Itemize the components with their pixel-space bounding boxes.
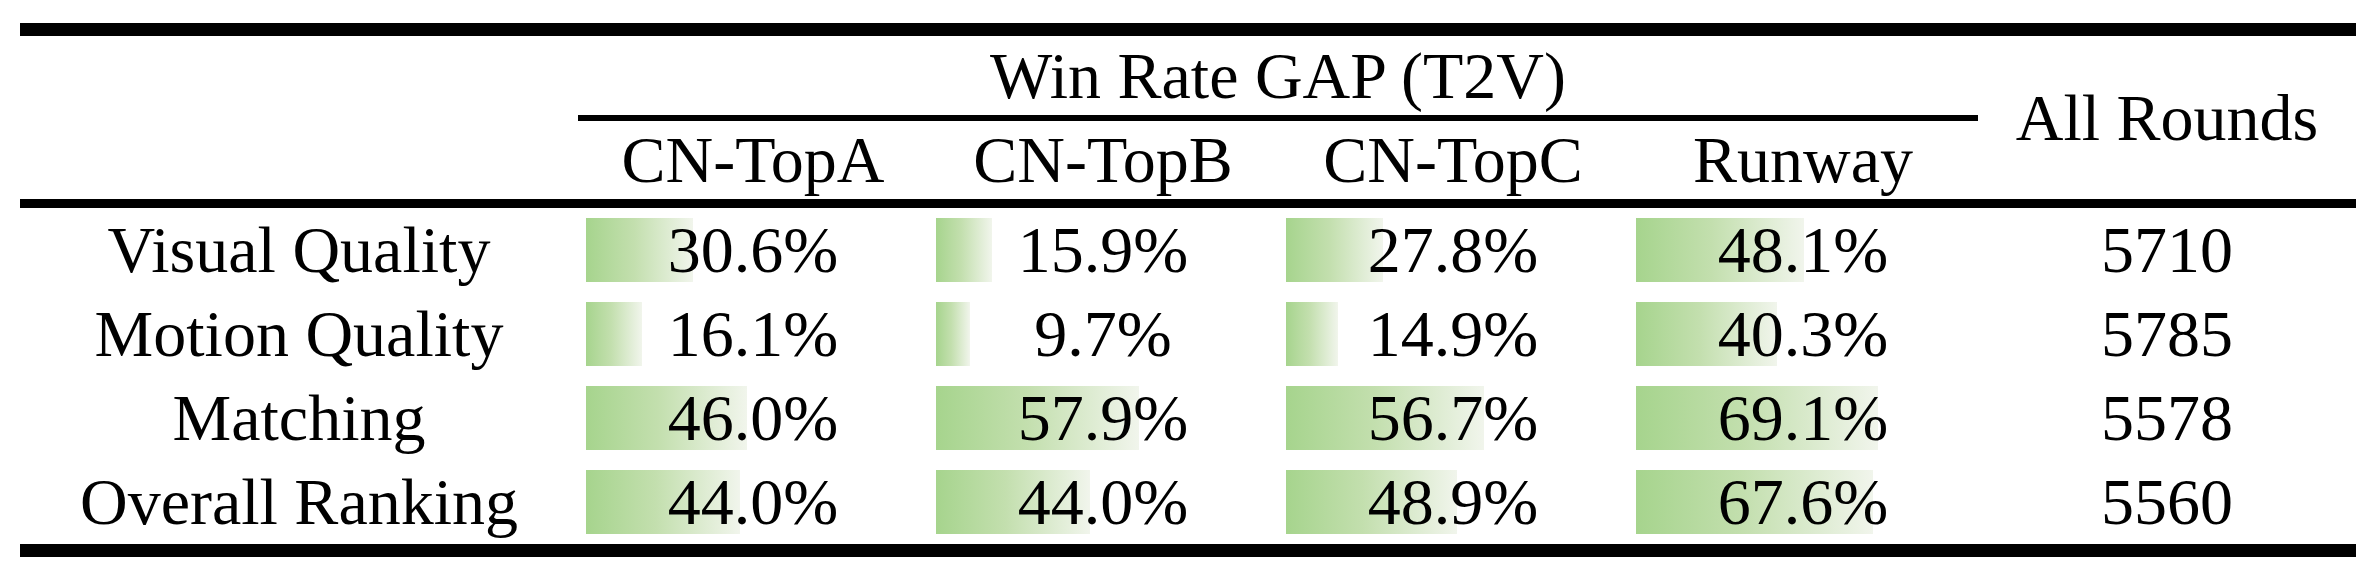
all-rounds-value: 5710 [1978, 208, 2356, 292]
column-header-cn-topc: CN-TopC [1278, 121, 1628, 199]
table-row: Matching 46.0% 57.9% 56.7% 69.1% 557 [20, 376, 2356, 460]
win-rate-value: 40.3% [1718, 301, 1888, 367]
row-label-overall-ranking: Overall Ranking [20, 460, 578, 544]
win-rate-value: 30.6% [668, 217, 838, 283]
win-rate-cell: 48.9% [1278, 460, 1628, 544]
win-rate-value: 14.9% [1368, 301, 1538, 367]
all-rounds-value: 5578 [1978, 376, 2356, 460]
win-rate-cell: 15.9% [928, 208, 1278, 292]
win-rate-value: 57.9% [1018, 385, 1188, 451]
win-rate-value: 27.8% [1368, 217, 1538, 283]
win-rate-cell: 16.1% [578, 292, 928, 376]
win-rate-cell: 44.0% [578, 460, 928, 544]
group-header-title: Win Rate GAP (T2V) [578, 36, 1978, 115]
win-rate-cell: 40.3% [1628, 292, 1978, 376]
row-label-matching: Matching [20, 376, 578, 460]
win-rate-cell: 27.8% [1278, 208, 1628, 292]
table-header: Win Rate GAP (T2V) CN-TopA CN-TopB CN-To… [20, 36, 2356, 199]
win-rate-value: 44.0% [668, 469, 838, 535]
win-rate-bar [936, 218, 992, 282]
win-rate-value: 15.9% [1018, 217, 1188, 283]
win-rate-value: 46.0% [668, 385, 838, 451]
table-top-rule [20, 23, 2356, 36]
column-header-cn-topb: CN-TopB [928, 121, 1278, 199]
all-rounds-value: 5560 [1978, 460, 2356, 544]
win-rate-cell: 57.9% [928, 376, 1278, 460]
row-label-motion-quality: Motion Quality [20, 292, 578, 376]
table-row: Overall Ranking 44.0% 44.0% 48.9% 67.6% [20, 460, 2356, 544]
win-rate-value: 56.7% [1368, 385, 1538, 451]
header-empty-label-cell [20, 36, 578, 199]
column-header-cn-topa: CN-TopA [578, 121, 928, 199]
table-row: Motion Quality 16.1% 9.7% 14.9% 40.3% [20, 292, 2356, 376]
header-group: Win Rate GAP (T2V) CN-TopA CN-TopB CN-To… [578, 36, 1978, 199]
header-separator-rule [20, 199, 2356, 208]
all-rounds-value: 5785 [1978, 292, 2356, 376]
table-body: Visual Quality 30.6% 15.9% 27.8% 48.1% [20, 208, 2356, 544]
win-rate-value: 48.9% [1368, 469, 1538, 535]
win-rate-bar [1286, 302, 1338, 366]
row-label-visual-quality: Visual Quality [20, 208, 578, 292]
win-rate-cell: 14.9% [1278, 292, 1628, 376]
win-rate-cell: 48.1% [1628, 208, 1978, 292]
win-rate-bar [586, 302, 642, 366]
win-rate-value: 69.1% [1718, 385, 1888, 451]
table-bottom-rule [20, 544, 2356, 557]
win-rate-value: 48.1% [1718, 217, 1888, 283]
win-rate-cell: 56.7% [1278, 376, 1628, 460]
win-rate-cell: 69.1% [1628, 376, 1978, 460]
column-header-all-rounds: All Rounds [1978, 36, 2356, 199]
win-rate-value: 9.7% [1034, 301, 1171, 367]
win-rate-value: 44.0% [1018, 469, 1188, 535]
win-rate-cell: 30.6% [578, 208, 928, 292]
win-rate-cell: 44.0% [928, 460, 1278, 544]
win-rate-bar [936, 302, 970, 366]
column-header-runway: Runway [1628, 121, 1978, 199]
win-rate-value: 16.1% [668, 301, 838, 367]
model-column-headers: CN-TopA CN-TopB CN-TopC Runway [578, 121, 1978, 199]
paper-table-figure: Win Rate GAP (T2V) CN-TopA CN-TopB CN-To… [0, 0, 2376, 568]
win-rate-cell: 46.0% [578, 376, 928, 460]
win-rate-cell: 67.6% [1628, 460, 1978, 544]
win-rate-value: 67.6% [1718, 469, 1888, 535]
table-row: Visual Quality 30.6% 15.9% 27.8% 48.1% [20, 208, 2356, 292]
win-rate-cell: 9.7% [928, 292, 1278, 376]
